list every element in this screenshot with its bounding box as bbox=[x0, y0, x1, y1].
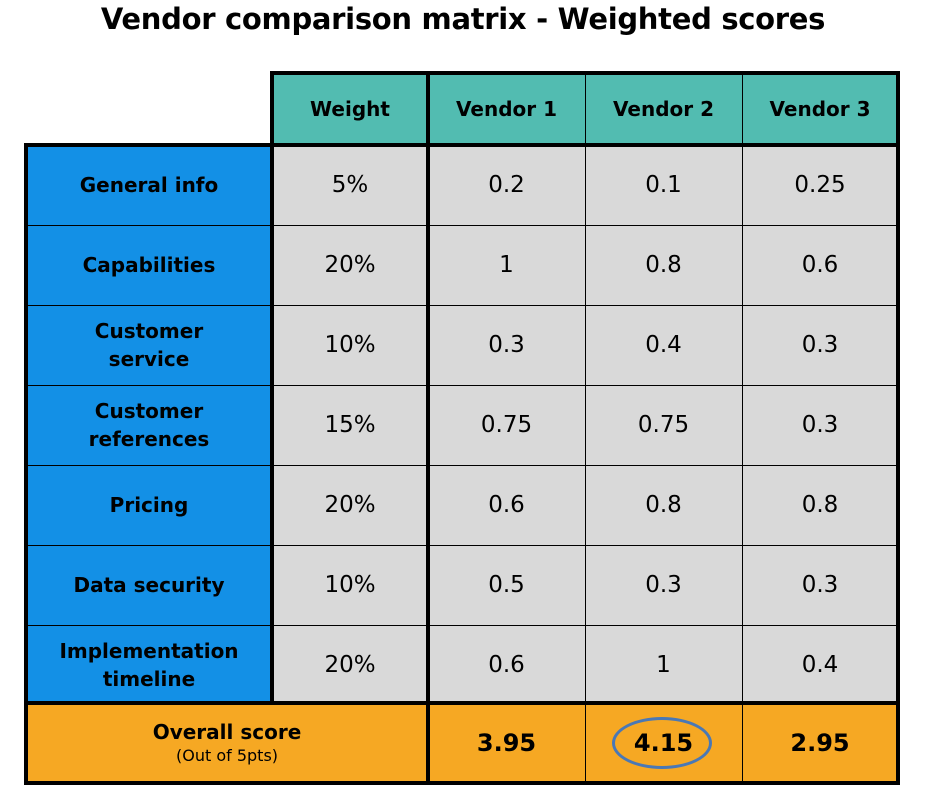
vendor-3-score: 0.4 bbox=[742, 625, 898, 705]
row-label-text: Implementation timeline bbox=[59, 639, 239, 691]
vendor-2-score: 0.4 bbox=[585, 305, 742, 385]
vendor-1-score: 0.6 bbox=[428, 625, 585, 705]
overall-vendor-1: 3.95 bbox=[428, 703, 585, 783]
row-label: Data security bbox=[26, 545, 272, 625]
vendor-1-score: 1 bbox=[428, 225, 585, 305]
overall-score-title: Overall score bbox=[152, 720, 302, 744]
weight-cell: 15% bbox=[272, 385, 428, 465]
grid-line bbox=[24, 781, 900, 785]
row-label: Customer service bbox=[26, 305, 272, 385]
vendor-1-score: 0.5 bbox=[428, 545, 585, 625]
vendor-3-score: 0.3 bbox=[742, 385, 898, 465]
page-title: Vendor comparison matrix - Weighted scor… bbox=[100, 2, 826, 36]
weight-cell: 5% bbox=[272, 145, 428, 225]
row-label: Customer references bbox=[26, 385, 272, 465]
header-vendor-1: Vendor 1 bbox=[428, 73, 585, 145]
grid-line bbox=[24, 143, 900, 147]
vendor-2-score: 0.8 bbox=[585, 465, 742, 545]
grid-line bbox=[26, 625, 898, 626]
grid-line bbox=[26, 305, 898, 306]
overall-score-label: Overall score (Out of 5pts) bbox=[26, 703, 428, 783]
vendor-2-score: 0.1 bbox=[585, 145, 742, 225]
grid-line bbox=[742, 73, 743, 783]
grid-line bbox=[24, 143, 28, 783]
grid-line bbox=[26, 385, 898, 386]
vendor-1-score: 0.6 bbox=[428, 465, 585, 545]
row-label: Implementation timeline bbox=[26, 625, 272, 705]
header-vendor-2: Vendor 2 bbox=[585, 73, 742, 145]
grid-line bbox=[270, 71, 274, 703]
row-label-text: Data security bbox=[73, 573, 225, 597]
weight-cell: 10% bbox=[272, 545, 428, 625]
grid-line bbox=[896, 71, 900, 783]
row-label-text: Customer service bbox=[94, 319, 204, 371]
vendor-2-score: 0.3 bbox=[585, 545, 742, 625]
vendor-2-score: 1 bbox=[585, 625, 742, 705]
header-vendor-3: Vendor 3 bbox=[742, 73, 898, 145]
vendor-1-score: 0.75 bbox=[428, 385, 585, 465]
weight-cell: 20% bbox=[272, 465, 428, 545]
row-label: Pricing bbox=[26, 465, 272, 545]
weight-cell: 10% bbox=[272, 305, 428, 385]
vendor-2-score: 0.8 bbox=[585, 225, 742, 305]
overall-vendor-3: 2.95 bbox=[742, 703, 898, 783]
row-label-text: General info bbox=[79, 173, 219, 197]
vendor-3-score: 0.25 bbox=[742, 145, 898, 225]
weight-cell: 20% bbox=[272, 625, 428, 705]
vendor-3-score: 0.6 bbox=[742, 225, 898, 305]
grid-line bbox=[585, 73, 586, 783]
vendor-3-score: 0.3 bbox=[742, 305, 898, 385]
vendor-1-score: 0.3 bbox=[428, 305, 585, 385]
vendor-1-score: 0.2 bbox=[428, 145, 585, 225]
row-label: Capabilities bbox=[26, 225, 272, 305]
row-label-text: Capabilities bbox=[82, 253, 216, 277]
overall-vendor-2: 4.15 bbox=[585, 703, 742, 783]
grid-line bbox=[426, 71, 430, 783]
grid-line bbox=[24, 701, 900, 705]
grid-line bbox=[26, 465, 898, 466]
header-weight: Weight bbox=[272, 73, 428, 145]
row-label-text: Customer references bbox=[88, 399, 210, 451]
grid-line bbox=[26, 225, 898, 226]
vendor-3-score: 0.8 bbox=[742, 465, 898, 545]
grid-line bbox=[26, 545, 898, 546]
row-label-text: Pricing bbox=[109, 493, 189, 517]
row-label: General info bbox=[26, 145, 272, 225]
vendor-3-score: 0.3 bbox=[742, 545, 898, 625]
weight-cell: 20% bbox=[272, 225, 428, 305]
overall-score-subtitle: (Out of 5pts) bbox=[175, 746, 279, 765]
vendor-2-score: 0.75 bbox=[585, 385, 742, 465]
